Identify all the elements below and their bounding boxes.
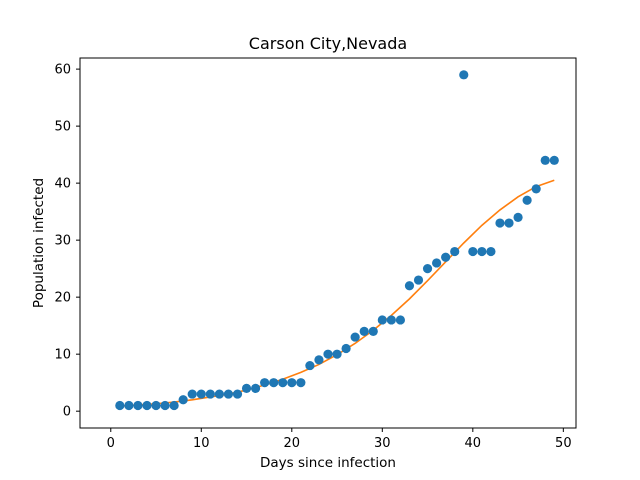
data-point	[269, 378, 279, 388]
data-point	[486, 246, 496, 257]
data-point	[223, 389, 234, 399]
x-tick-label: 30	[374, 436, 391, 451]
x-axis: 0 10 20 30 40 50	[107, 428, 572, 451]
data-point	[468, 246, 478, 257]
data-point	[441, 252, 451, 262]
data-point	[278, 378, 288, 388]
data-point	[232, 389, 243, 399]
y-tick-label: 50	[54, 120, 71, 135]
data-point	[115, 400, 125, 411]
data-point	[432, 258, 442, 268]
data-point	[477, 246, 487, 257]
x-tick-label: 40	[465, 436, 482, 451]
data-point	[522, 195, 532, 205]
data-point	[160, 400, 170, 411]
data-point	[386, 315, 396, 325]
data-point	[513, 212, 523, 222]
data-point	[241, 383, 252, 393]
x-tick-label: 50	[555, 436, 572, 451]
data-point	[413, 275, 424, 285]
data-point	[133, 400, 143, 411]
plot-frame	[79, 57, 577, 429]
data-point	[305, 360, 315, 371]
data-point	[196, 389, 206, 399]
y-axis: 0 10 20 30 40 50 60	[54, 63, 80, 420]
y-tick-label: 20	[54, 291, 71, 306]
data-point	[205, 389, 215, 399]
data-point	[323, 349, 333, 359]
data-point	[422, 264, 433, 274]
y-tick-label: 10	[54, 348, 71, 363]
data-point	[540, 155, 550, 165]
data-point	[450, 246, 460, 257]
data-point	[214, 389, 224, 399]
data-point	[124, 400, 134, 411]
data-point	[359, 326, 369, 336]
data-point	[296, 378, 306, 388]
data-point	[169, 400, 179, 411]
data-point	[142, 400, 152, 411]
y-tick-label: 60	[54, 63, 71, 78]
data-point	[531, 184, 541, 194]
y-tick-label: 40	[54, 177, 71, 192]
points-layer	[115, 70, 559, 411]
x-tick-label: 10	[193, 436, 210, 451]
y-tick-label: 0	[63, 405, 71, 420]
data-point	[377, 315, 387, 325]
chart-title: Carson City,Nevada	[249, 34, 407, 53]
x-tick-label: 20	[284, 436, 301, 451]
data-point	[549, 155, 559, 165]
data-point	[341, 343, 351, 354]
x-axis-label: Days since infection	[260, 455, 396, 471]
data-point	[178, 395, 188, 405]
data-point	[260, 378, 270, 388]
data-point	[332, 349, 342, 359]
data-point	[459, 70, 469, 80]
y-axis-label: Population infected	[31, 178, 47, 308]
data-point	[151, 400, 161, 411]
x-tick-label: 0	[107, 436, 115, 451]
data-point	[404, 281, 415, 291]
data-point	[350, 332, 360, 342]
data-point	[395, 315, 406, 325]
data-point	[368, 326, 378, 336]
data-point	[187, 389, 197, 399]
data-point	[314, 355, 324, 365]
y-tick-label: 30	[54, 234, 71, 249]
data-point	[504, 218, 514, 228]
data-point	[495, 218, 505, 228]
data-point	[250, 383, 261, 393]
data-point	[287, 378, 297, 388]
